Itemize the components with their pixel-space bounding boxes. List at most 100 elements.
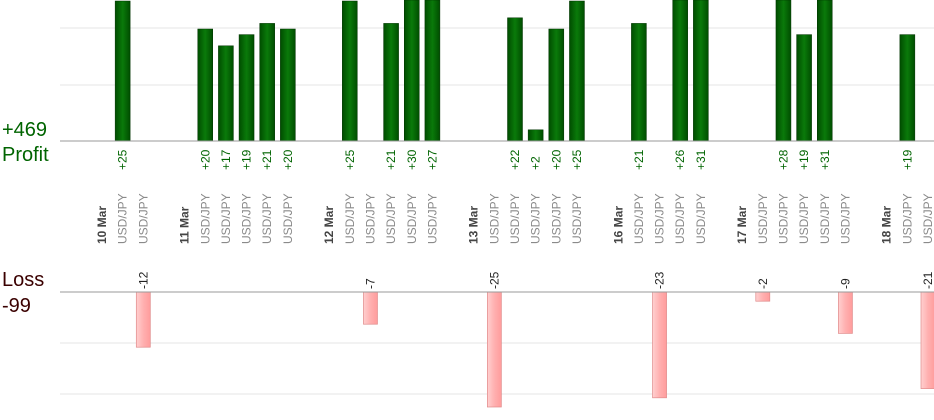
profit-value-label: +19 [797, 149, 811, 170]
profit-bar [693, 0, 709, 142]
profit-value-label: +21 [384, 149, 398, 170]
pair-label: USD/JPY [694, 193, 708, 244]
profit-value-label: +27 [425, 149, 439, 170]
loss-bar [487, 291, 502, 408]
loss-bar [838, 291, 853, 334]
profit-value-label: +22 [508, 149, 522, 170]
profit-value-label: +21 [260, 149, 274, 170]
pair-label: USD/JPY [425, 193, 439, 244]
profit-value-label: +26 [673, 149, 687, 170]
profit-bar [259, 23, 275, 142]
profit-bar [280, 28, 296, 142]
pair-label: USD/JPY [776, 193, 790, 244]
profit-value-label: +19 [240, 149, 254, 170]
pair-label: USD/JPY [549, 193, 563, 244]
pair-label: USD/JPY [487, 193, 501, 244]
loss-value-label: -21 [921, 271, 934, 289]
pair-label: USD/JPY [136, 193, 150, 244]
profit-value-label: +20 [281, 149, 295, 170]
pair-label: USD/JPY [921, 193, 934, 244]
profit-value-label: +28 [776, 149, 790, 170]
loss-bar [755, 291, 771, 302]
baselines [60, 140, 934, 293]
profit-bar [383, 23, 399, 142]
profit-bar [404, 0, 420, 142]
pair-label: USD/JPY [900, 193, 914, 244]
profit-bar [548, 28, 565, 142]
profit-value-label: +21 [632, 149, 646, 170]
profit-value-label: +25 [116, 149, 130, 170]
pair-label: USD/JPY [260, 193, 274, 244]
pair-label: USD/JPY [219, 193, 233, 244]
profit-value-label: +20 [549, 149, 563, 170]
pair-label: USD/JPY [343, 193, 357, 244]
profit-value-label: +25 [343, 149, 357, 170]
profit-bar [817, 0, 833, 142]
pair-label: USD/JPY [797, 193, 811, 244]
pair-label: USD/JPY [363, 193, 377, 244]
pair-label: USD/JPY [240, 193, 254, 244]
date-label: 16 Mar [611, 206, 625, 244]
pair-label: USD/JPY [508, 193, 522, 244]
profit-value-label: +17 [219, 149, 233, 170]
profit-bar [569, 0, 585, 142]
date-label: 17 Mar [735, 206, 749, 244]
profit-bar [114, 0, 131, 142]
profit-bar [218, 45, 234, 142]
pair-label: USD/JPY [756, 193, 770, 244]
loss-value-label: -2 [756, 278, 770, 289]
profit-bar [197, 28, 213, 142]
pair-label: USD/JPY [838, 193, 852, 244]
profit-value-label: +31 [694, 149, 708, 170]
loss-bar [652, 291, 667, 399]
loss-value-label: -9 [838, 278, 852, 289]
profit-bar [796, 34, 812, 142]
profit-bar [775, 0, 792, 142]
loss-value-label: -25 [487, 271, 501, 289]
date-label: 10 Mar [95, 206, 109, 244]
loss-bar [363, 291, 378, 325]
pair-label: USD/JPY [405, 193, 419, 244]
profit-bar [672, 0, 688, 142]
date-label: 13 Mar [467, 206, 481, 244]
pair-label: USD/JPY [673, 193, 687, 244]
profit-value-label: +20 [198, 149, 212, 170]
loss-label: Loss [2, 269, 45, 291]
profit-bar [342, 0, 358, 142]
loss-total: -99 [2, 295, 31, 317]
pair-label: USD/JPY [116, 193, 130, 244]
profit-bar [238, 34, 255, 142]
date-label: 12 Mar [322, 206, 336, 244]
loss-bar [920, 291, 934, 389]
category-labels: 10 Mar USD/JPY USD/JPY 11 Mar USD/JPY USD/JPY… [95, 193, 934, 244]
profit-label: Profit [2, 144, 49, 166]
profit-bar [899, 34, 916, 142]
pair-label: USD/JPY [198, 193, 212, 244]
value-labels: +25 -12 +20 +17 +19 +21 +20 +25 -7 +21 +30 +27 -25 +2… [116, 149, 934, 289]
loss-value-label: -12 [136, 271, 150, 289]
profit-value-label: +2 [529, 156, 543, 170]
pair-label: USD/JPY [653, 193, 667, 244]
profit-value-label: +25 [570, 149, 584, 170]
bars [114, 0, 934, 408]
profit-value-label: +30 [405, 149, 419, 170]
loss-value-label: -23 [653, 271, 667, 289]
pair-label: USD/JPY [818, 193, 832, 244]
profit-bar [507, 17, 523, 142]
pair-label: USD/JPY [632, 193, 646, 244]
profit-bar [424, 0, 441, 142]
profit-bar [631, 23, 647, 142]
date-label: 18 Mar [880, 206, 894, 244]
loss-value-label: -7 [363, 278, 377, 289]
pair-label: USD/JPY [570, 193, 584, 244]
profit-value-label: +31 [818, 149, 832, 170]
pair-label: USD/JPY [384, 193, 398, 244]
profit-value-label: +19 [900, 149, 914, 170]
loss-bar [135, 291, 151, 348]
date-label: 11 Mar [178, 206, 192, 244]
pair-label: USD/JPY [529, 193, 543, 244]
pair-label: USD/JPY [281, 193, 295, 244]
profit-total: +469 [2, 119, 48, 141]
profit-bar [527, 129, 544, 142]
